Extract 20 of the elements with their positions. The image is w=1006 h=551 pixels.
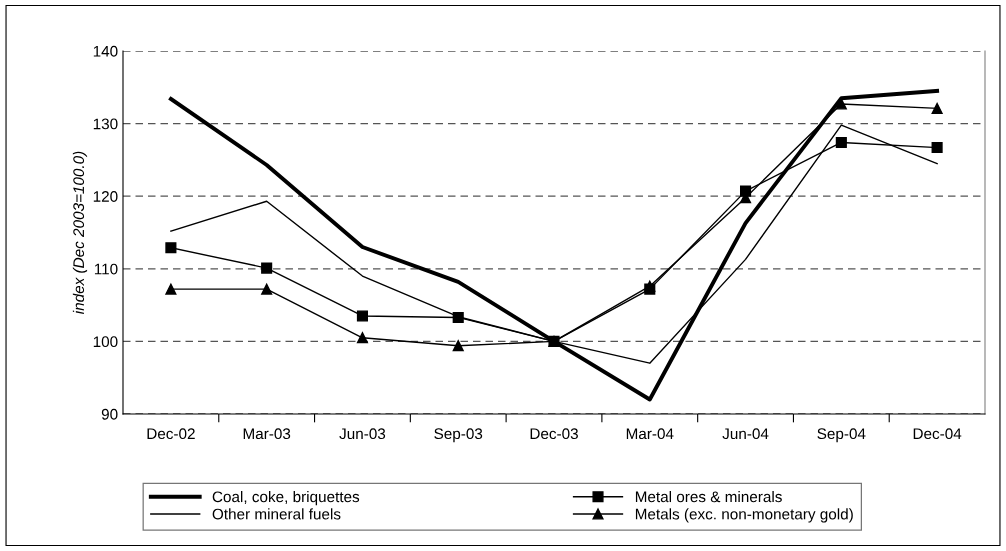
- x-tick-label: Jun-03: [339, 428, 386, 440]
- legend-label: Metals (exc. non-monetary gold): [635, 508, 853, 523]
- legend-label: Metal ores & minerals: [635, 490, 782, 503]
- x-tick-label: Mar-04: [626, 428, 674, 440]
- x-tick-label: Dec-03: [530, 428, 578, 440]
- y-tick-label: 120: [93, 191, 118, 202]
- x-tick-label: Sep-04: [817, 428, 866, 443]
- y-tick-label: 140: [93, 45, 118, 57]
- x-tick-label: Jun-04: [722, 428, 769, 440]
- x-tick-label: Dec-02: [147, 428, 195, 440]
- legend-label: Coal, coke, briquettes: [212, 490, 360, 506]
- x-tick-label: Sep-03: [434, 428, 483, 443]
- y-tick-label: 130: [93, 118, 118, 130]
- x-tick-label: Dec-04: [913, 428, 962, 440]
- y-axis-title: index (Dec 2003=100.0): [72, 151, 88, 314]
- y-tick-label: 90: [101, 408, 118, 420]
- x-tick-label: Mar-03: [243, 428, 291, 440]
- y-tick-label: 100: [93, 336, 118, 348]
- legend-label: Other mineral fuels: [212, 508, 341, 520]
- y-tick-label: 110: [94, 263, 118, 275]
